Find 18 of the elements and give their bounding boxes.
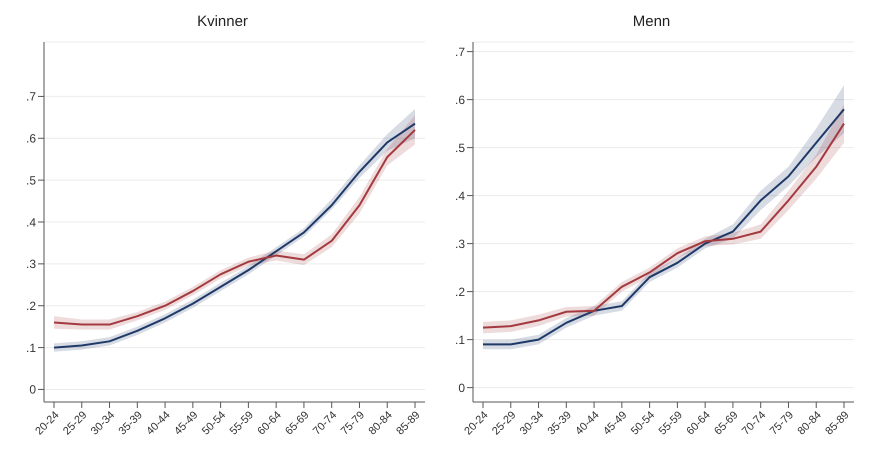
y-tick-label: .1 bbox=[454, 332, 466, 347]
y-tick-label: .7 bbox=[454, 44, 466, 59]
y-tick-label: 0 bbox=[458, 380, 466, 395]
y-tick-label: .6 bbox=[454, 92, 466, 107]
y-tick-label: .2 bbox=[454, 284, 466, 299]
y-tick-label: .7 bbox=[26, 90, 36, 104]
y-tick-label: .3 bbox=[454, 236, 466, 251]
y-tick-label: .6 bbox=[26, 132, 36, 146]
chart-title: Kvinner bbox=[196, 12, 249, 32]
y-tick-label: 0 bbox=[29, 382, 36, 397]
chart-title: Menn bbox=[632, 12, 672, 32]
y-tick-label: .5 bbox=[454, 140, 466, 155]
y-tick-label: .4 bbox=[454, 188, 466, 203]
y-tick-label: .2 bbox=[26, 298, 36, 313]
y-tick-label: .5 bbox=[26, 173, 36, 188]
y-tick-label: .4 bbox=[26, 215, 36, 230]
y-tick-label: .1 bbox=[26, 340, 36, 355]
y-tick-label: .3 bbox=[26, 257, 36, 272]
